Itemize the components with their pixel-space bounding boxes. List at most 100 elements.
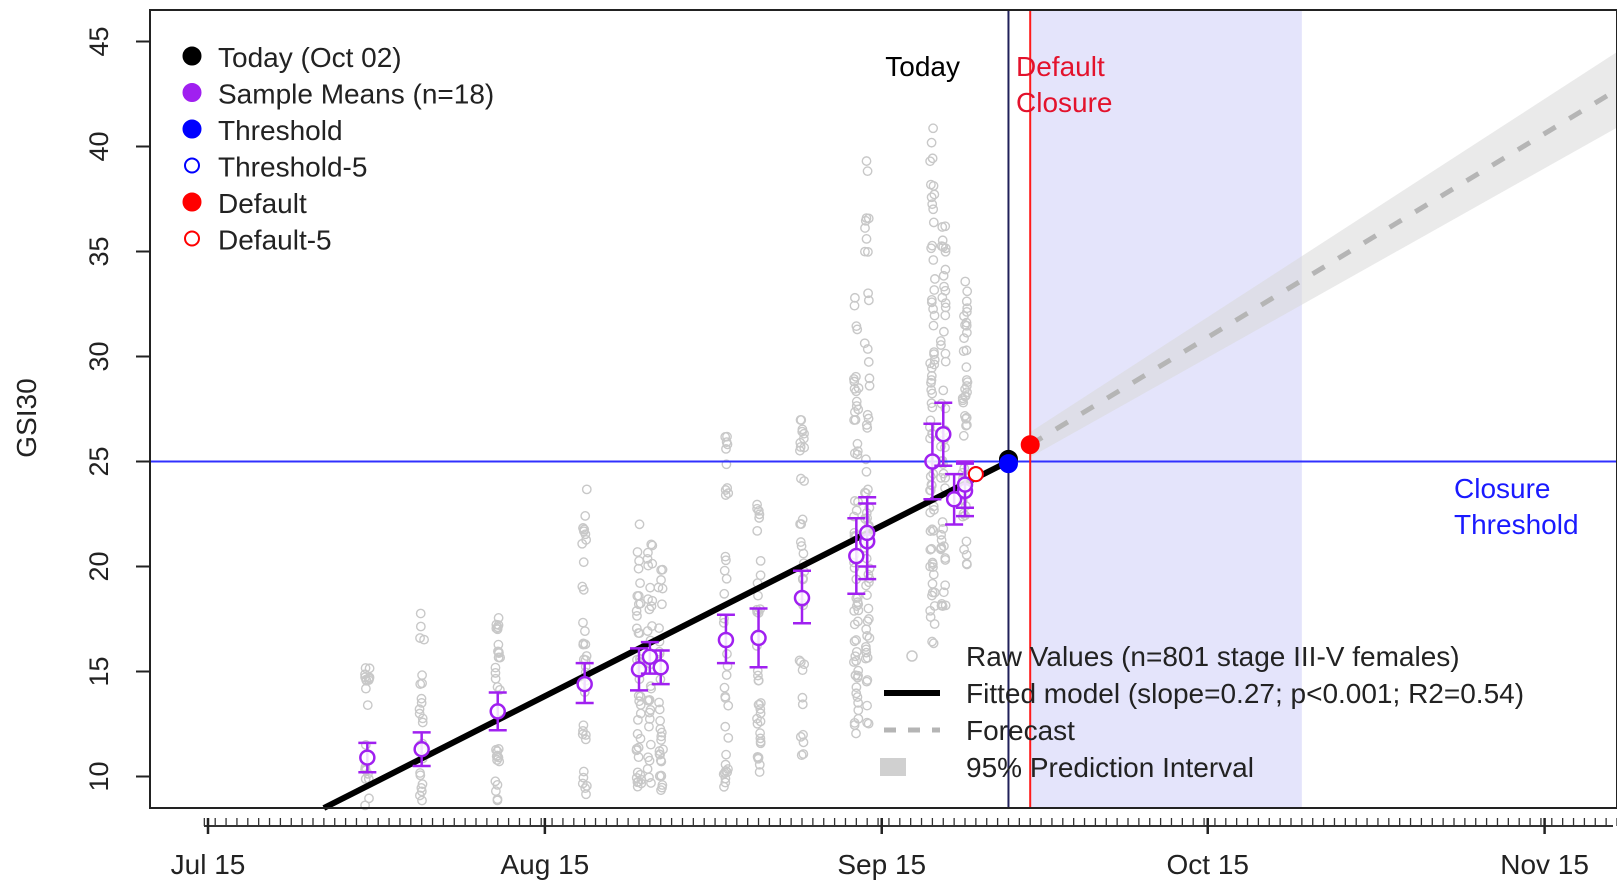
raw-value-point (635, 578, 645, 589)
legend-label: 95% Prediction Interval (966, 752, 1254, 783)
raw-value-point (416, 783, 427, 793)
raw-value-point (798, 729, 808, 740)
raw-value-point (926, 294, 937, 305)
default-5-marker (967, 466, 984, 483)
raw-value-point (645, 582, 656, 593)
raw-value-point (938, 326, 949, 337)
raw-value-point (925, 156, 936, 167)
raw-value-point (655, 715, 666, 726)
raw-value-point (850, 371, 861, 382)
raw-value-point (928, 180, 939, 191)
raw-value-point (644, 707, 655, 718)
fit-layer (322, 458, 1010, 811)
raw-value-point (799, 476, 810, 486)
reference-lines-layer (150, 10, 1617, 808)
raw-value-point (721, 555, 731, 566)
raw-value-point (655, 724, 666, 734)
raw-value-point (798, 749, 809, 759)
raw-value-point (940, 356, 951, 367)
raw-value-point (415, 770, 426, 781)
raw-value-point (796, 541, 807, 551)
raw-value-point (960, 276, 971, 287)
raw-value-point (849, 415, 859, 425)
raw-value-point (722, 431, 732, 442)
raw-value-point (861, 624, 872, 635)
raw-value-point (719, 588, 730, 599)
sample-means-layer (358, 401, 974, 774)
raw-value-point (797, 692, 808, 703)
raw-value-point (928, 255, 939, 265)
raw-value-point (961, 536, 972, 547)
raw-value-point (864, 373, 875, 384)
raw-value-point (642, 626, 653, 636)
legend-raw-symbol (906, 650, 918, 662)
y-tick-label: 30 (84, 341, 114, 371)
legend-label: Threshold (218, 115, 343, 146)
raw-value-point (632, 767, 643, 778)
raw-value-point (926, 375, 937, 385)
raw-value-point (657, 583, 668, 594)
raw-value-point (755, 728, 765, 739)
raw-value-point (849, 717, 860, 728)
raw-value-point (752, 525, 763, 536)
raw-value-point (414, 704, 425, 715)
raw-value-point (850, 651, 861, 662)
raw-value-point (940, 298, 951, 309)
raw-value-point (936, 529, 946, 540)
raw-value-point (490, 668, 501, 678)
raw-value-point (861, 213, 872, 224)
raw-value-point (852, 446, 863, 457)
raw-value-point (862, 166, 873, 177)
raw-value-point (940, 580, 951, 591)
raw-value-point (927, 402, 938, 413)
x-tick-label: Oct 15 (1166, 849, 1248, 880)
raw-value-point (646, 539, 657, 550)
legend-marker (182, 46, 202, 66)
raw-value-point (861, 234, 872, 244)
raw-value-point (634, 555, 644, 566)
legend-layer: Today (Oct 02) Sample Means (n=18) Thresho… (182, 42, 1524, 783)
raw-value-point (937, 517, 948, 527)
raw-value-point (632, 547, 643, 557)
raw-value-point (926, 192, 937, 203)
raw-value-point (796, 519, 807, 529)
prediction-interval-band (1030, 52, 1617, 458)
raw-value-point (633, 714, 643, 725)
raw-value-point (654, 623, 664, 634)
raw-value-point (493, 613, 504, 623)
raw-value-point (862, 717, 873, 728)
x-tick-label: Jul 15 (171, 849, 246, 880)
raw-value-point (414, 708, 425, 719)
raw-value-point (654, 746, 665, 756)
sample-mean-point (413, 740, 430, 758)
sample-mean-point (717, 631, 735, 649)
raw-value-point (416, 693, 427, 704)
raw-value-point (862, 344, 873, 354)
raw-value-point (360, 800, 370, 811)
raw-value-point (929, 349, 939, 360)
raw-value-point (634, 519, 645, 530)
legend-marker (184, 157, 200, 174)
today-annotation: Today (885, 51, 960, 82)
raw-value-point (490, 673, 501, 684)
legend-label: Fitted model (slope=0.27; p<0.001; R2=0.… (966, 678, 1524, 709)
default-marker (1020, 435, 1040, 455)
raw-value-point (851, 635, 862, 645)
raw-value-point (578, 617, 588, 628)
raw-value-point (958, 346, 969, 356)
closure-threshold-annotation-line1: Closure (1454, 473, 1550, 504)
raw-value-point (849, 376, 860, 387)
raw-value-point (853, 670, 864, 681)
raw-value-point (957, 393, 968, 404)
sample-mean-point (652, 659, 669, 676)
y-tick-label: 25 (84, 446, 114, 476)
raw-value-point (360, 663, 371, 673)
raw-value-point (860, 246, 870, 257)
raw-value-point (647, 540, 658, 551)
sample-mean-point (750, 629, 767, 647)
raw-value-point (580, 511, 591, 521)
raw-value-point (852, 438, 863, 449)
raw-value-point (863, 357, 874, 367)
raw-value-point (938, 523, 949, 534)
raw-value-point (940, 442, 950, 453)
